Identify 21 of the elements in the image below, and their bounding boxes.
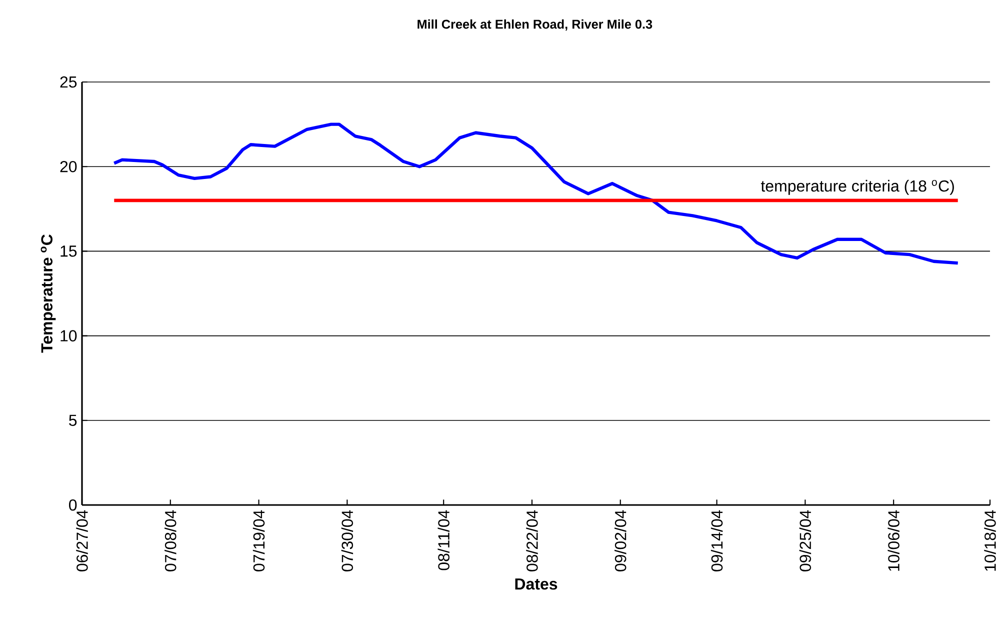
x-tick-label: 07/30/04 <box>341 510 354 572</box>
chart-title: Mill Creek at Ehlen Road, River Mile 0.3 <box>418 19 652 31</box>
x-tick-label: 09/14/04 <box>710 510 723 572</box>
x-tick-label: 10/18/04 <box>984 510 996 571</box>
x-tick-label: 10/06/04 <box>888 510 900 571</box>
x-tick-label: 08/11/04 <box>438 510 450 570</box>
y-tick-label: 20 <box>60 160 77 172</box>
y-tick-label: 5 <box>69 414 77 426</box>
x-tick-label: 09/25/04 <box>799 510 812 572</box>
y-axis-title: Temperature $^{o}$C <box>40 234 56 353</box>
y-tick-label: 10 <box>60 330 77 342</box>
x-tick-label: 08/22/04 <box>526 510 538 572</box>
ref-line-label: temperature criteria (18 $^{o}$C) <box>760 180 954 195</box>
x-tick-label: 07/19/04 <box>252 510 265 572</box>
x-axis-title: Dates <box>515 578 558 590</box>
x-tick-label: 09/02/04 <box>614 510 626 572</box>
y-tick-label: 0 <box>69 499 77 511</box>
x-tick-label: 06/27/04 <box>76 510 88 572</box>
y-tick-label: 25 <box>60 76 77 88</box>
y-tick-label: 15 <box>60 246 77 257</box>
x-tick-label: 07/08/04 <box>164 510 176 572</box>
